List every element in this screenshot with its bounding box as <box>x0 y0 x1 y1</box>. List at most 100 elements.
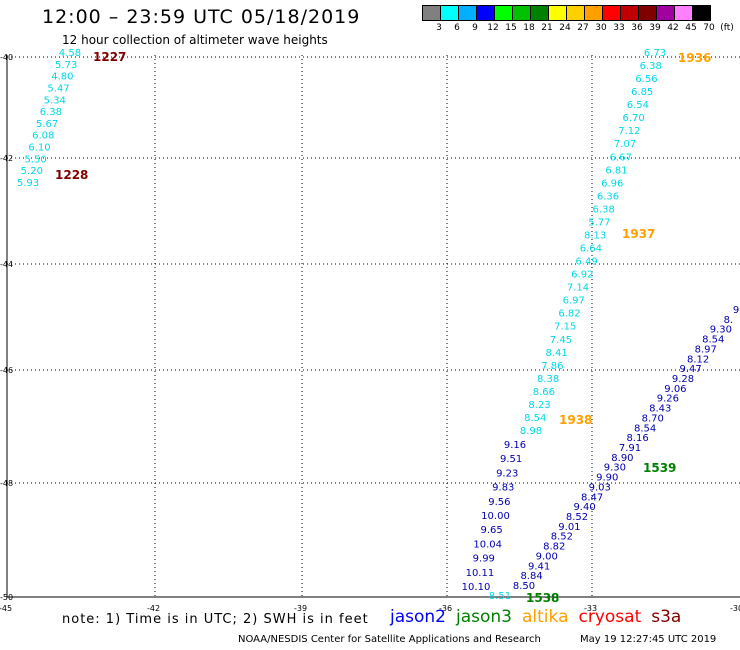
wave-height-value: 6.82 <box>558 309 580 320</box>
wave-height-value: 5.67 <box>36 119 58 130</box>
wave-height-value: 7.15 <box>554 322 576 333</box>
wave-height-value: 6.10 <box>28 143 50 154</box>
pass-time-label: 1539 <box>643 461 676 475</box>
credit-text: NOAA/NESDIS Center for Satellite Applica… <box>238 634 541 645</box>
wave-height-value: 4.80 <box>51 72 73 83</box>
wave-height-value: 9.06 <box>664 384 686 395</box>
wave-height-value: 8.82 <box>543 542 565 553</box>
pass-time-label: 1227 <box>93 50 126 64</box>
wave-height-value: 6.38 <box>640 61 662 72</box>
wave-height-value: 8.52 <box>566 512 588 523</box>
pass-time-label: 1936 <box>678 51 711 65</box>
wave-height-value: 9.56 <box>488 497 510 508</box>
scale-label: 70 <box>703 23 715 33</box>
wave-height-value: 7.07 <box>614 139 636 150</box>
wave-height-value: 9.40 <box>573 502 595 513</box>
lat-tick-label: -44 <box>0 260 13 269</box>
lon-tick-label: -45 <box>0 604 12 613</box>
wave-height-value: 10.04 <box>473 539 502 550</box>
wave-height-value: 6.54 <box>627 100 649 111</box>
wave-height-value: 6.08 <box>32 131 54 142</box>
wave-height-value: 9.83 <box>492 483 514 494</box>
satellite-altika: altika <box>522 607 569 627</box>
wave-height-value: 9.16 <box>504 440 526 451</box>
scale-label: 33 <box>613 23 625 33</box>
scale-label: 45 <box>685 23 697 33</box>
wave-height-value: 5.73 <box>55 60 77 71</box>
satellite-jason2: jason2 <box>390 607 446 627</box>
wave-height-value: 5.77 <box>588 217 610 228</box>
scale-label: 30 <box>595 23 607 33</box>
lat-tick-label: -46 <box>0 366 13 375</box>
lon-tick-label: -42 <box>147 604 160 613</box>
wave-height-value: 9.26 <box>657 394 679 405</box>
satellite-cryosat: cryosat <box>578 607 642 627</box>
wave-height-value: 8.97 <box>695 344 717 355</box>
scale-label: 12 <box>487 23 499 33</box>
scale-label: 24 <box>559 23 571 33</box>
wave-height-value: 6.96 <box>601 178 623 189</box>
scale-label: 18 <box>523 23 535 33</box>
wave-height-value: 6.38 <box>40 107 62 118</box>
map-subtitle: 12 hour collection of altimeter wave hei… <box>62 33 328 47</box>
wave-height-value: 6.97 <box>563 296 585 307</box>
wave-height-value: 5.20 <box>21 166 43 177</box>
lat-tick-label: -50 <box>0 593 13 602</box>
wave-height-value: 7.12 <box>618 126 640 137</box>
wave-height-value: 6.73 <box>644 48 666 59</box>
pass-time-label: 1538 <box>526 591 559 605</box>
wave-height-value: 9.41 <box>528 561 550 572</box>
wave-height-value: 8.54 <box>702 335 724 346</box>
lon-tick-label: -39 <box>294 604 307 613</box>
scale-label: 15 <box>505 23 517 33</box>
lat-tick-label: -48 <box>0 479 13 488</box>
scale-label: (ft) <box>720 23 734 33</box>
wave-height-value: 7.14 <box>567 283 589 294</box>
wave-height-value: 9.47 <box>679 364 701 375</box>
scale-label: 21 <box>541 23 553 33</box>
wave-height-value: 8.98 <box>520 426 542 437</box>
wave-height-value: 5.93 <box>17 178 39 189</box>
wave-height-value: 10.10 <box>462 582 491 593</box>
color-scale-labels: 3 6 9 12 15 18 21 24 27 30 33 36 39 42 45 70 (ft) <box>422 21 734 35</box>
wave-height-value: 6.64 <box>580 244 602 255</box>
wave-height-value: 8.43 <box>649 404 671 415</box>
wave-height-value: 5.47 <box>47 83 69 94</box>
wave-height-value: 5.50 <box>25 154 47 165</box>
wave-height-value: 6.38 <box>593 204 615 215</box>
wave-height-value: 8.13 <box>584 230 606 241</box>
satellite-jason3: jason3 <box>456 607 512 627</box>
wave-height-value: 8.16 <box>626 433 648 444</box>
wave-height-value: 9.03 <box>589 482 611 493</box>
satellite-s3a: s3a <box>651 607 682 627</box>
wave-height-value: 8.70 <box>642 413 664 424</box>
wave-height-value: 8.41 <box>546 348 568 359</box>
wave-height-value: 7.45 <box>550 335 572 346</box>
wave-height-value: 6.85 <box>631 87 653 98</box>
wave-height-value: 8.66 <box>533 387 555 398</box>
lon-tick-label: -30 <box>730 604 740 613</box>
wave-height-value: 6.36 <box>597 191 619 202</box>
wave-height-value: 8. <box>724 315 734 326</box>
wave-height-value: 9.00 <box>536 551 558 562</box>
wave-height-value: 9.30 <box>604 463 626 474</box>
wave-height-value: 8.51 <box>489 591 511 602</box>
wave-height-value: 10.00 <box>481 511 510 522</box>
wave-height-value: 9 <box>733 305 739 316</box>
color-scale-legend: 3 6 9 12 15 18 21 24 27 30 33 36 39 42 45 70 (ft) <box>422 5 734 35</box>
scale-label: 27 <box>577 23 589 33</box>
wave-height-value: 6.67 <box>610 152 632 163</box>
wave-height-value: 8.47 <box>581 492 603 503</box>
generated-timestamp: May 19 12:27:45 UTC 2019 <box>580 634 717 645</box>
units-note: note: 1) Time is in UTC; 2) SWH is in fe… <box>62 612 369 627</box>
lat-tick-label: -40 <box>0 53 13 62</box>
wave-height-value: 6.81 <box>605 165 627 176</box>
scale-label: 39 <box>649 23 661 33</box>
wave-height-value: 8.84 <box>520 571 542 582</box>
wave-height-value: 9.51 <box>500 454 522 465</box>
scale-label: 42 <box>667 23 679 33</box>
wave-height-value: 8.90 <box>611 453 633 464</box>
lon-tick-label: -33 <box>584 604 597 613</box>
lon-tick-label: -36 <box>439 604 452 613</box>
